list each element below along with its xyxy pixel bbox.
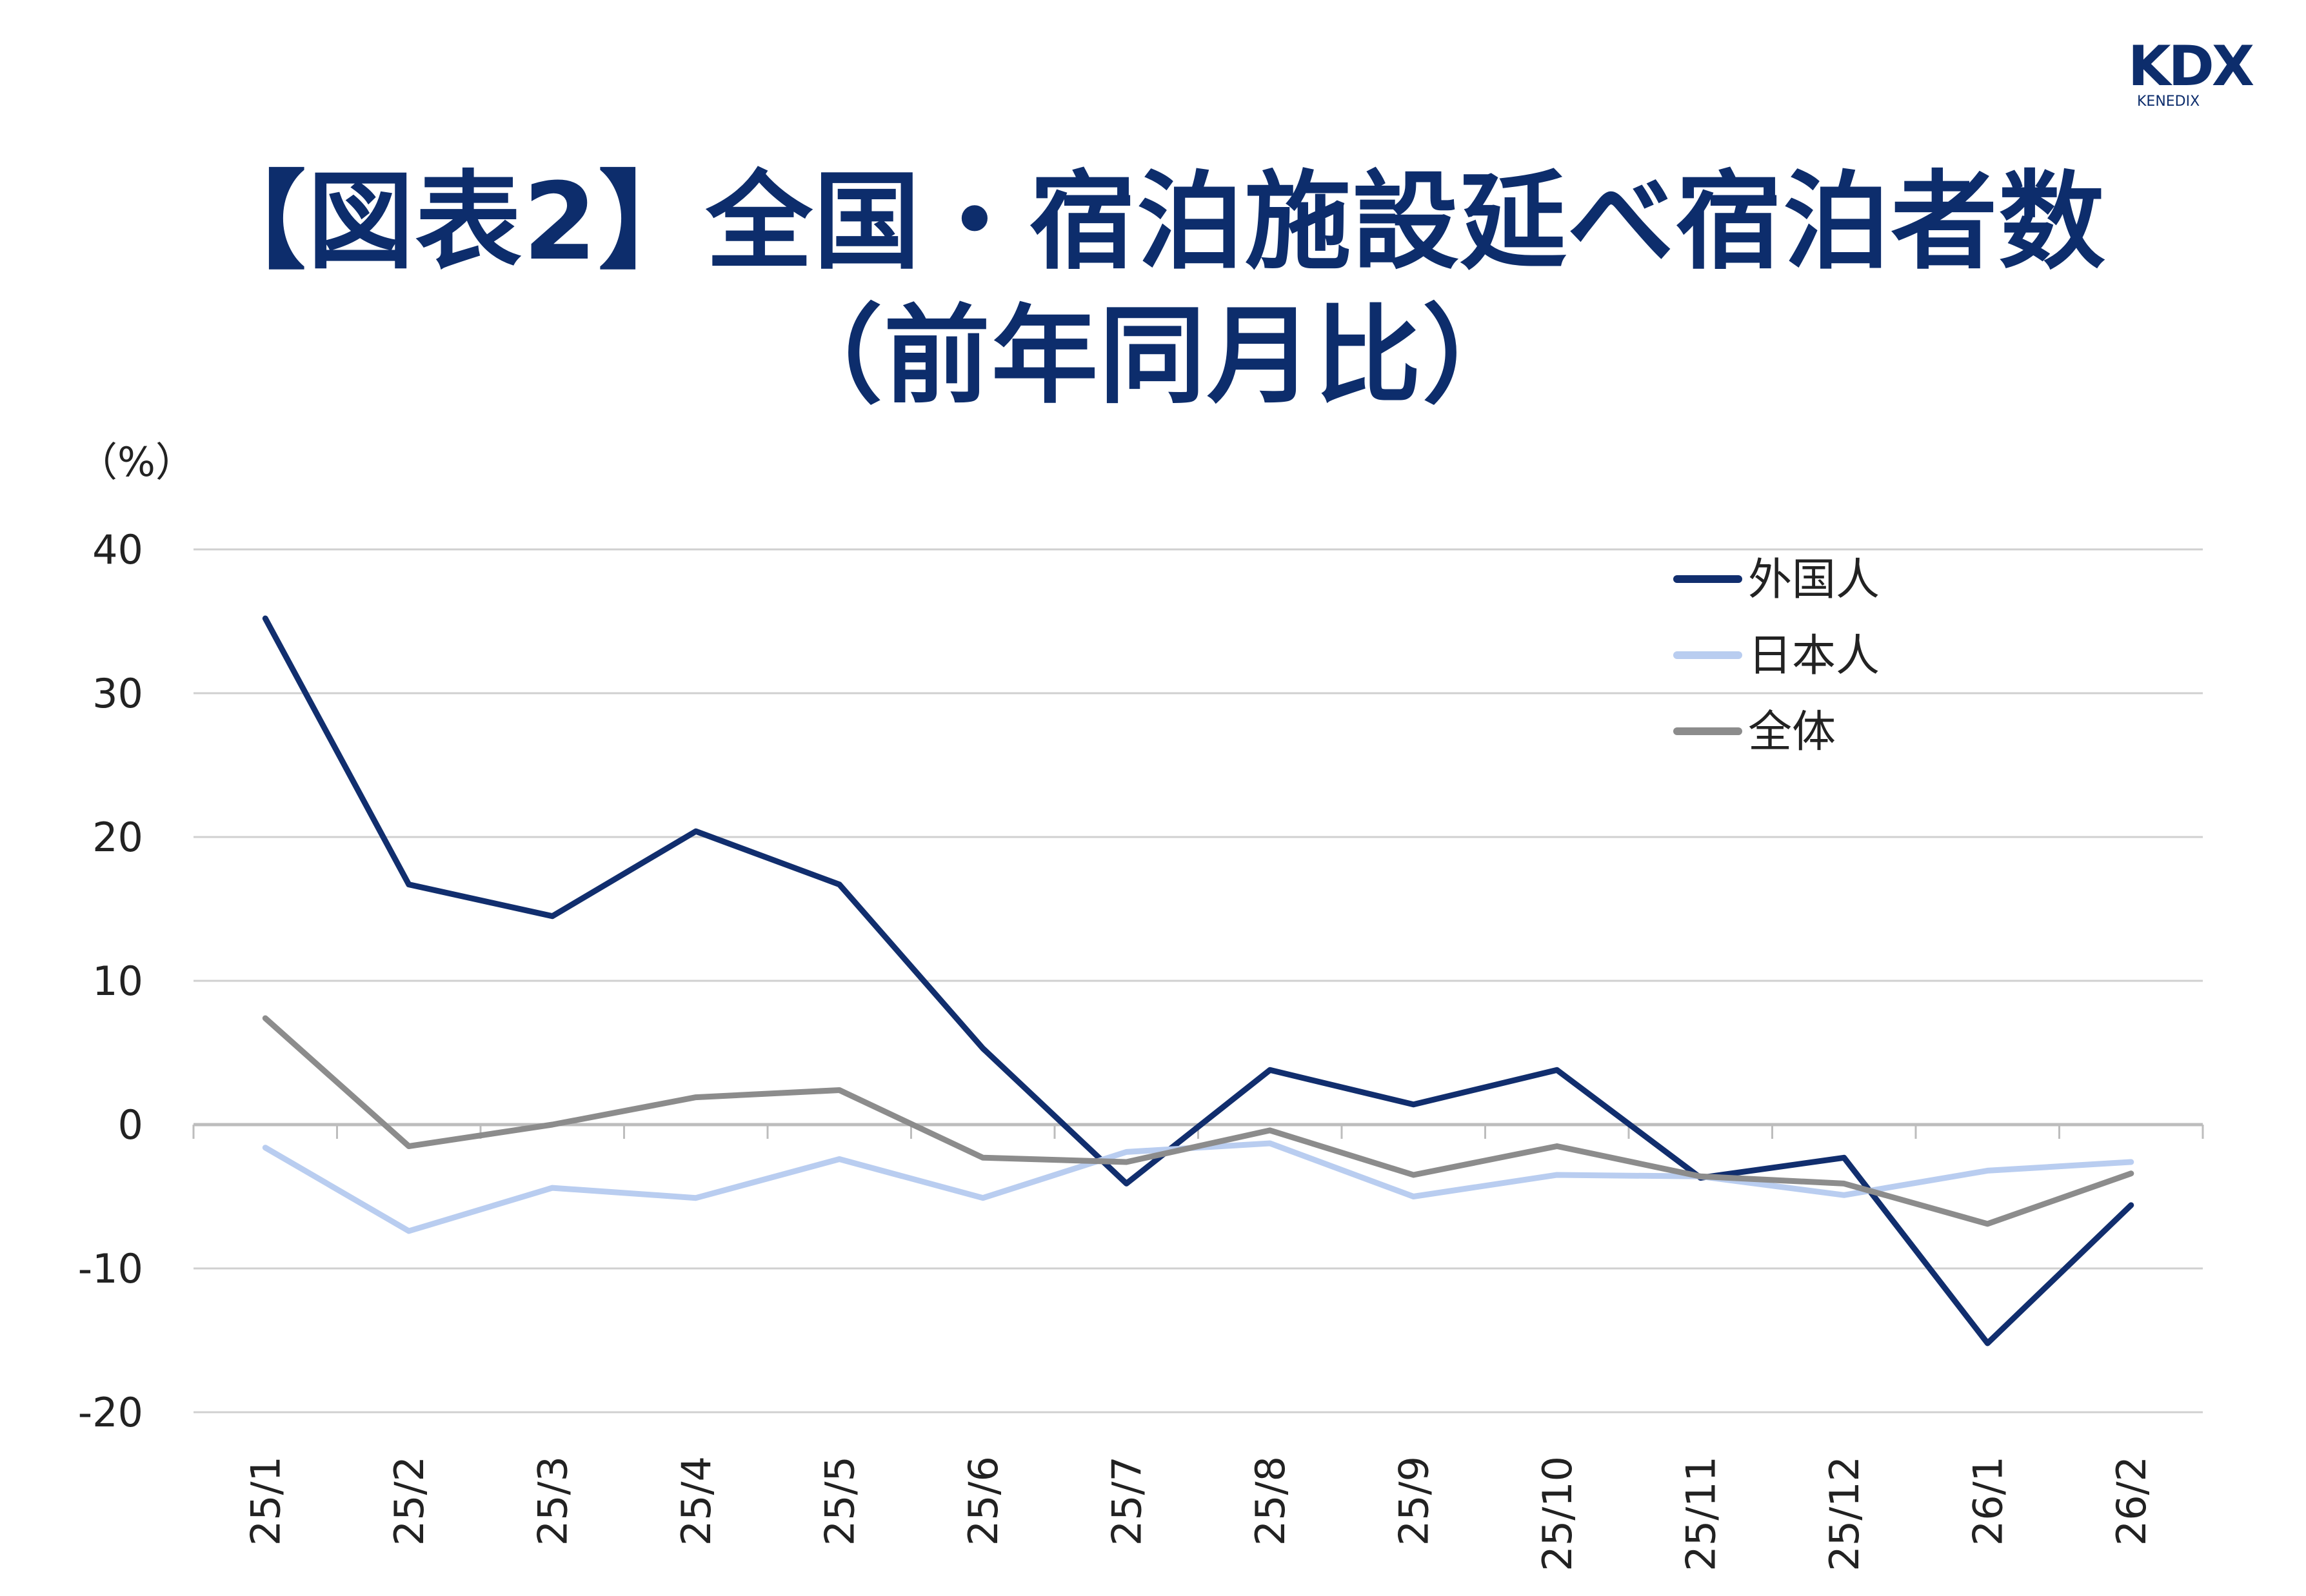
x-tick-label: 25/9 xyxy=(1390,1456,1437,1546)
y-tick-label: -10 xyxy=(78,1245,143,1292)
legend-label: 日本人 xyxy=(1748,631,1880,682)
x-tick-label: 25/11 xyxy=(1677,1456,1724,1571)
series-line xyxy=(262,615,2134,1346)
x-tick-label: 25/4 xyxy=(673,1456,720,1546)
x-tick-label: 25/12 xyxy=(1821,1456,1868,1571)
x-tick-label: 25/2 xyxy=(386,1456,433,1546)
series-line xyxy=(262,1015,2134,1227)
x-tick-label: 25/8 xyxy=(1247,1456,1294,1546)
y-tick-label: 10 xyxy=(92,958,143,1005)
legend-label: 外国人 xyxy=(1748,555,1880,606)
chart-title-line-2: （前年同月比） xyxy=(776,294,1530,418)
logo-subtext: KENEDIX xyxy=(2137,94,2200,110)
logo-text: KDX xyxy=(2128,40,2254,99)
x-tick-label: 26/1 xyxy=(1964,1456,2011,1546)
x-tick-label: 25/10 xyxy=(1534,1456,1581,1571)
x-tick-label: 25/5 xyxy=(816,1456,863,1546)
x-tick-label: 25/1 xyxy=(242,1456,289,1546)
kdx-logo: KDX KENEDIX xyxy=(2128,40,2256,110)
y-tick-label: 20 xyxy=(92,814,143,861)
y-tick-label: 0 xyxy=(118,1101,143,1148)
chart-title-line-1: 【図表2】全国・宿泊施設延べ宿泊者数 xyxy=(199,160,2107,284)
y-tick-label: -20 xyxy=(78,1389,143,1436)
y-tick-label: 40 xyxy=(92,526,143,573)
x-tick-label: 25/3 xyxy=(529,1456,576,1546)
y-unit-label: （%） xyxy=(77,438,195,486)
x-tick-label: 25/6 xyxy=(960,1456,1007,1546)
x-tick-label: 26/2 xyxy=(2108,1456,2155,1546)
legend-label: 全体 xyxy=(1748,707,1836,758)
x-tick-label: 25/7 xyxy=(1103,1456,1150,1546)
y-tick-label: 30 xyxy=(92,670,143,717)
